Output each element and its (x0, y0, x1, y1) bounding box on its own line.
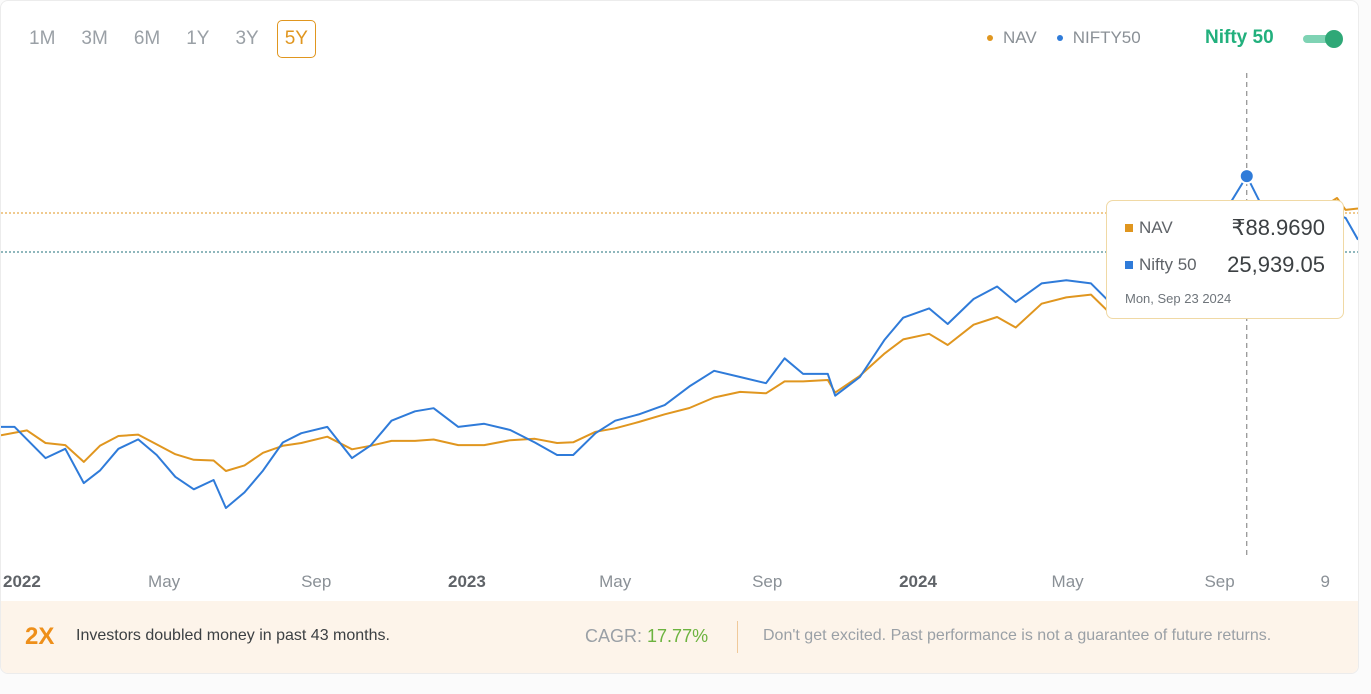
x-tick-label: May (1052, 572, 1085, 591)
x-tick-label: 2023 (448, 572, 486, 591)
x-tick-label: May (599, 572, 632, 591)
nifty-toggle-label: Nifty 50 (1205, 27, 1274, 48)
cagr-label: CAGR: (585, 626, 643, 646)
cagr: CAGR: 17.77% (585, 626, 708, 647)
tab-1m[interactable]: 1M (29, 28, 56, 49)
nav-legend-dot-icon (987, 35, 993, 41)
legend-item-nifty50: NIFTY50 (1056, 28, 1141, 48)
disclaimer-text: Don't get excited. Past performance is n… (763, 627, 1272, 644)
multiplier-badge: 2X (25, 623, 55, 650)
nifty-square-icon (1125, 261, 1133, 269)
toggle-track (1303, 35, 1339, 43)
nav-square-icon (1125, 224, 1133, 232)
legend-label-nav: NAV (1003, 28, 1037, 47)
multiplier-text: Investors doubled money in past 43 month… (76, 627, 390, 644)
nifty-legend-dot-icon (1056, 35, 1063, 41)
x-tick-label: 9 (1321, 572, 1330, 591)
toggle-knob[interactable] (1325, 30, 1343, 48)
returns-footer: 2X Investors doubled money in past 43 mo… (1, 601, 1358, 673)
tab-1y[interactable]: 1Y (186, 28, 210, 49)
legend-item-nav: NAV (987, 28, 1037, 48)
tab-3y[interactable]: 3Y (235, 28, 259, 49)
tooltip-nav-label: NAV (1139, 218, 1173, 237)
tooltip-date: Mon, Sep 23 2024 (1125, 291, 1232, 306)
x-tick-label: May (148, 572, 181, 591)
nifty-toggle-switch[interactable] (1303, 29, 1343, 49)
x-tick-label: 2022 (3, 572, 41, 591)
chart-legend: NAV NIFTY50 (987, 28, 1161, 48)
tab-6m[interactable]: 6M (133, 28, 161, 49)
chart-tooltip: NAV ₹88.9690 Nifty 50 25,939.05 Mon, Sep… (1106, 200, 1344, 319)
cagr-value: 17.77% (647, 626, 709, 646)
tooltip-nav-value: ₹88.9690 (1231, 215, 1325, 240)
tab-3m[interactable]: 3M (81, 28, 108, 49)
footer-divider (737, 621, 738, 653)
x-tick-label: 2024 (899, 572, 937, 591)
tooltip-nifty-label: Nifty 50 (1139, 255, 1197, 274)
tooltip-nifty-row: Nifty 50 25,939.05 (1125, 252, 1325, 278)
range-tabs: 1M 3M 6M 1Y 3Y 5Y (21, 19, 326, 59)
x-tick-label: Sep (1204, 572, 1234, 591)
nav-chart-card: 1M 3M 6M 1Y 3Y 5Y NAV NIFTY50 Nifty 50 2… (0, 0, 1359, 674)
x-tick-label: Sep (752, 572, 782, 591)
legend-label-nifty50: NIFTY50 (1072, 28, 1141, 47)
x-tick-label: Sep (301, 572, 331, 591)
x-axis: 2022 May Sep 2023 May Sep 2024 May Sep 9 (3, 572, 1330, 591)
tooltip-nav-row: NAV ₹88.9690 (1125, 215, 1325, 241)
tab-5y[interactable]: 5Y (276, 20, 316, 58)
nifty-hover-point (1238, 168, 1255, 185)
tooltip-nifty-value: 25,939.05 (1227, 252, 1325, 277)
